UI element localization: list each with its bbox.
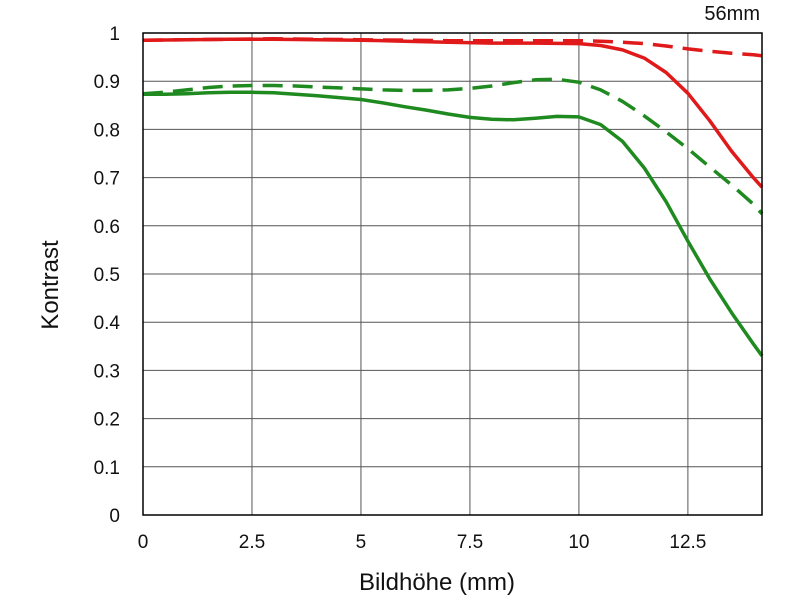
grid-lines <box>142 32 762 516</box>
y-axis-title: Kontrast <box>37 240 64 330</box>
y-tick-label: 0.2 <box>94 410 120 431</box>
dashed-series-line <box>142 37 763 58</box>
plot-frame <box>142 32 763 516</box>
y-tick-label: 0.7 <box>94 169 120 190</box>
y-tick-label: 0.5 <box>94 265 120 286</box>
y-tick-label: 0.1 <box>94 458 120 479</box>
y-tick-label: 0.8 <box>94 120 120 141</box>
x-tick-label: 5 <box>356 532 367 553</box>
y-tick-label: 0.4 <box>94 313 121 334</box>
x-tick-label: 10 <box>568 532 589 553</box>
solid-series-line <box>143 90 764 357</box>
x-tick-label: 12.5 <box>669 532 706 553</box>
x-tick-label: 2.5 <box>239 532 265 553</box>
y-tick-label: 0.3 <box>94 361 120 382</box>
series-lines <box>142 37 764 357</box>
y-tick-label: 0.9 <box>94 72 120 93</box>
y-tick-label: 0 <box>109 506 120 527</box>
chart-title: 56mm <box>704 3 760 25</box>
y-tick-label: 1 <box>109 24 120 45</box>
x-tick-labels: 0 2.5 5 7.5 10 12.5 <box>138 532 707 553</box>
x-tick-label: 7.5 <box>457 532 483 553</box>
x-axis-title: Bildhöhe (mm) <box>359 569 515 596</box>
y-tick-labels: 0 0.1 0.2 0.3 0.4 0.5 0.6 0.7 0.8 0.9 1 <box>94 24 121 527</box>
dashed-series-line <box>142 77 764 215</box>
y-tick-label: 0.6 <box>94 217 120 238</box>
x-tick-label: 0 <box>138 532 149 553</box>
